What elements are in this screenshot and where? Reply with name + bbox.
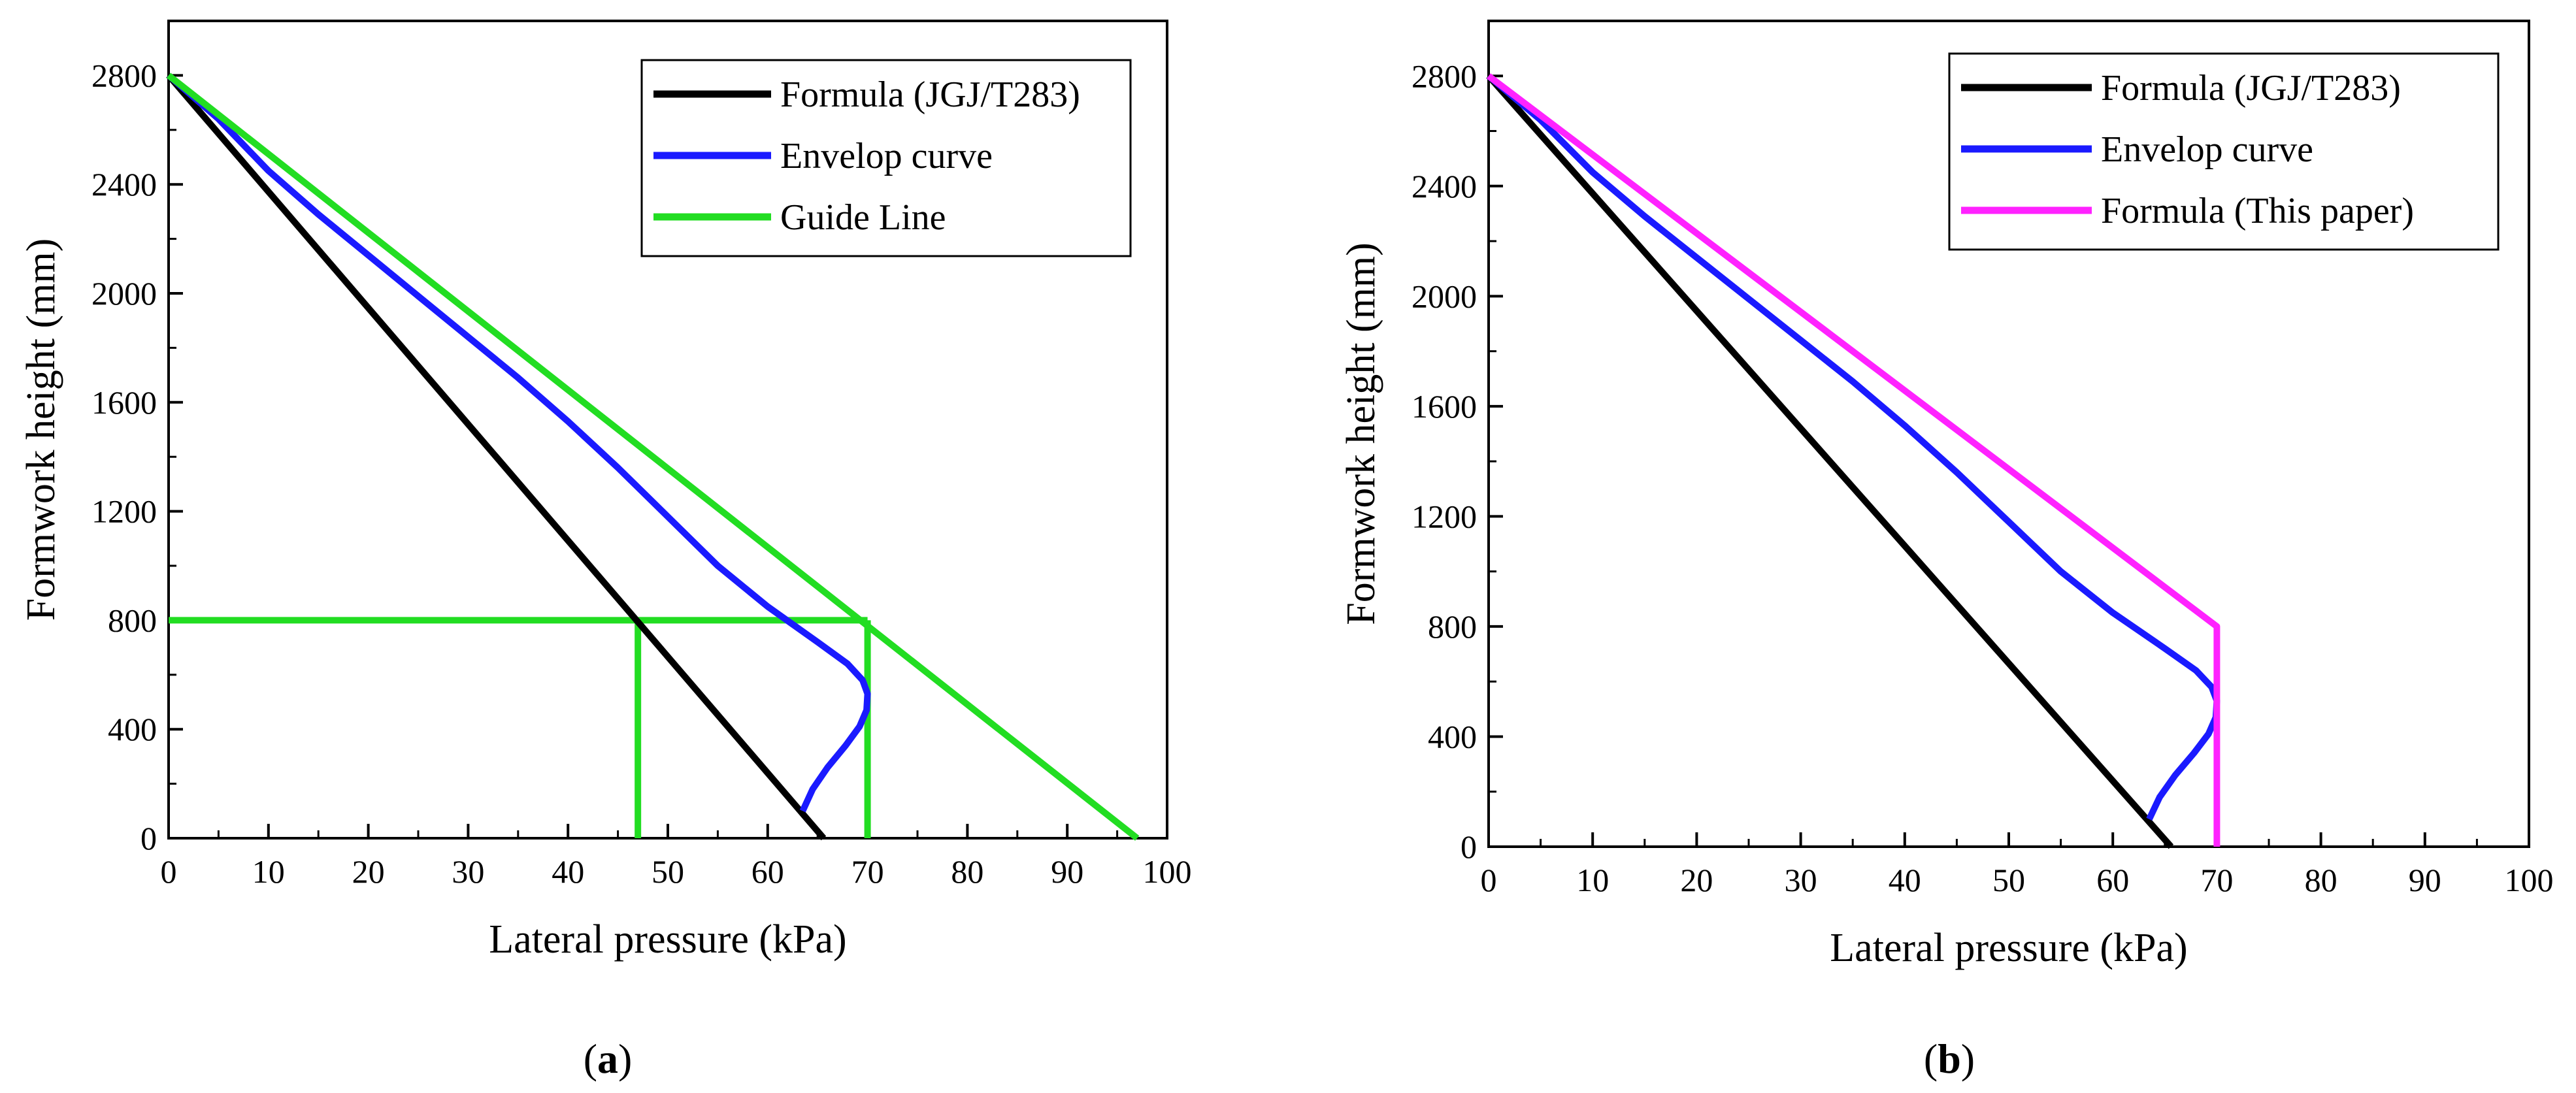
panel-a-y-axis-title: Formwork height (mm): [19, 238, 63, 621]
panel-b-y-tick-label: 2000: [1412, 278, 1477, 314]
panel-a-series-guide-line: [166, 73, 1140, 841]
panel-b-y-tick-label: 1600: [1412, 388, 1477, 425]
panel-b-x-tick-label: 60: [2096, 862, 2129, 898]
panel-a-legend-label: Guide Line: [780, 197, 946, 238]
panel-a-x-tick-label: 90: [1051, 853, 1083, 890]
panel-b-caption-letter: b: [1938, 1036, 1961, 1082]
panel-b-y-axis-title: Formwork height (mm): [1339, 242, 1383, 625]
panel-b-legend-label: Envelop curve: [2101, 129, 2313, 170]
panel-b-y-tick-label: 1200: [1412, 498, 1477, 534]
panel-a-x-tick-label: 60: [751, 853, 784, 890]
panel-b-series-formula-jgj-t283: [1486, 73, 2174, 849]
panel-b-x-tick-label: 80: [2305, 862, 2337, 898]
panel-b-x-tick-label: 70: [2200, 862, 2233, 898]
panel-b-x-tick-label: 100: [2505, 862, 2554, 898]
panel-a-y-tick-label: 2000: [91, 275, 157, 312]
panel-b-y-tick-label: 400: [1428, 718, 1477, 755]
panel-a-x-tick-label: 30: [452, 853, 484, 890]
panel-b-x-tick-label: 30: [1785, 862, 1817, 898]
panel-a-x-tick-label: 40: [552, 853, 584, 890]
panel-b-chart: 0 10 20 30 40 50 60 70 80 90 100 0 400 800 1200 1600 200…: [1339, 20, 2554, 970]
panel-a-caption-letter: a: [597, 1036, 618, 1082]
panel-a-y-tick-label: 400: [108, 711, 157, 747]
panel-b-x-tick-label: 20: [1680, 862, 1713, 898]
panel-b-legend-label: Formula (This paper): [2101, 191, 2414, 231]
panel-b-series-formula-this-paper: [1486, 73, 2221, 847]
panel-a-y-tick-label: 2800: [91, 57, 157, 93]
panel-a-x-axis-title: Lateral pressure (kPa): [489, 917, 846, 962]
panel-b-y-tick-label: 2800: [1412, 57, 1477, 94]
panel-a-y-tick-label: 1200: [91, 493, 157, 530]
panel-b-y-tick-label: 2400: [1412, 168, 1477, 204]
panel-a-legend-label: Envelop curve: [780, 136, 993, 176]
panel-a-x-tick-label: 70: [851, 853, 884, 890]
panel-a-x-tick-label: 100: [1143, 853, 1192, 890]
panel-a-legend-label: Formula (JGJ/T283): [780, 74, 1080, 115]
panel-b-x-tick-label: 40: [1889, 862, 1921, 898]
panel-a-series-formula-jgj-t283: [166, 73, 827, 841]
panel-a-x-tick-label: 10: [252, 853, 285, 890]
panel-b-y-tick-label: 800: [1428, 608, 1477, 645]
panel-b-legend-label: Formula (JGJ/T283): [2101, 68, 2401, 108]
panel-a-y-tick-label: 0: [140, 820, 157, 856]
panel-b-caption: (b): [1924, 1036, 1975, 1082]
panel-a-series-envelop-curve: [166, 73, 871, 813]
panel-a-x-tick-label: 50: [652, 853, 684, 890]
panel-a-caption: (a): [584, 1036, 633, 1082]
panel-a-y-tick-label: 2400: [91, 166, 157, 203]
panel-b-x-tick-label: 10: [1576, 862, 1609, 898]
panel-b-x-tick-label: 50: [1992, 862, 2025, 898]
panel-b-x-tick-label: 90: [2409, 862, 2441, 898]
panel-a-y-tick-label: 1600: [91, 384, 157, 421]
panel-b-y-tick-label: 0: [1461, 828, 1477, 865]
panel-a-chart: 0 10 20 30 40 50 60 70 80 90 100 0 400 800 1200 1600 200…: [19, 20, 1192, 962]
panel-a-x-tick-label: 80: [951, 853, 983, 890]
panel-b-series-envelop-curve: [1486, 73, 2221, 821]
panel-a-y-tick-label: 800: [108, 602, 157, 638]
panel-b-x-axis-title: Lateral pressure (kPa): [1830, 926, 2187, 970]
panel-a-x-tick-label: 0: [161, 853, 177, 890]
panel-a-x-tick-label: 20: [352, 853, 385, 890]
panel-b-x-tick-label: 0: [1481, 862, 1497, 898]
